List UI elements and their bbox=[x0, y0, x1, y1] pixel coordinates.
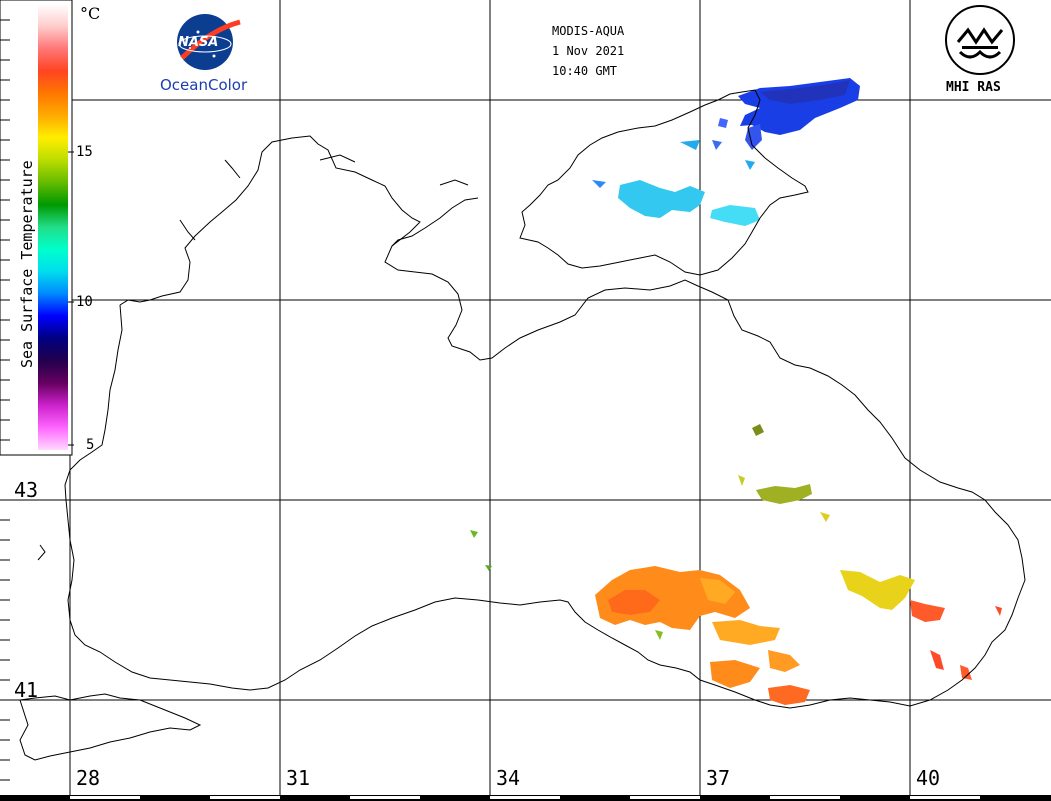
oceancolor-label: OceanColor bbox=[160, 76, 248, 94]
time-label: 10:40 GMT bbox=[552, 64, 618, 78]
azov-coast bbox=[519, 89, 809, 276]
crimea-coast bbox=[391, 197, 479, 247]
sst-patch-olive bbox=[756, 484, 812, 504]
longitude-label-40: 40 bbox=[916, 766, 941, 790]
sst-colorbar: Sea Surface Temperature bbox=[0, 0, 74, 781]
latitude-label-43: 43 bbox=[14, 478, 39, 502]
colorbar-gradient bbox=[38, 4, 68, 450]
colorbar-title: Sea Surface Temperature bbox=[18, 160, 36, 368]
longitude-label-28: 28 bbox=[76, 766, 101, 790]
sst-data-patches bbox=[470, 78, 1002, 705]
colorbar-tick-5: 5 bbox=[86, 437, 95, 453]
colorbar-tick-10: 10 bbox=[76, 294, 93, 310]
black-sea-coast bbox=[64, 135, 1026, 709]
date-label: 1 Nov 2021 bbox=[552, 44, 625, 58]
nasa-wordmark: NASA bbox=[178, 35, 219, 50]
sst-patch-yellow-east bbox=[840, 570, 915, 610]
longitude-label-37: 37 bbox=[706, 766, 731, 790]
mhi-ras-logo bbox=[945, 5, 1015, 75]
colorbar-unit: °C bbox=[80, 4, 101, 23]
sst-patch-cyan-azov bbox=[618, 180, 705, 218]
nasa-logo bbox=[177, 14, 241, 70]
coastline bbox=[19, 89, 1026, 761]
bottom-ruler bbox=[0, 795, 1051, 801]
mhi-ras-label: MHI RAS bbox=[946, 80, 1001, 95]
colorbar-tick-15: 15 bbox=[76, 144, 93, 160]
satellite-label: MODIS-AQUA bbox=[552, 24, 625, 38]
longitude-label-34: 34 bbox=[496, 766, 521, 790]
bosporus-coast bbox=[19, 693, 202, 761]
latitude-label-41: 41 bbox=[14, 678, 39, 702]
longitude-label-31: 31 bbox=[286, 766, 311, 790]
